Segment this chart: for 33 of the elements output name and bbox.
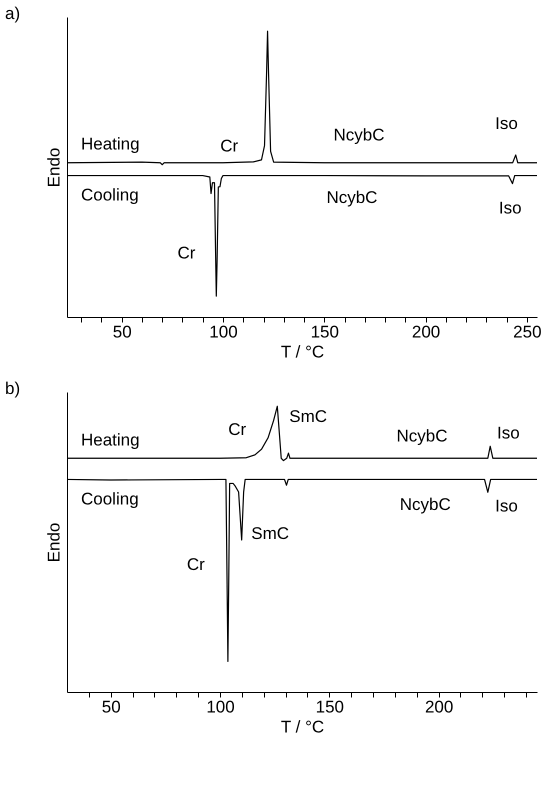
annotation: Iso [495,114,518,133]
x-tick-label: 100 [209,322,238,342]
annotation: Cr [186,555,206,574]
x-axis-title: T / °C [280,718,324,736]
x-tick-label: 200 [412,322,440,342]
annotation: Cr [220,136,238,156]
x-tick-label: 150 [310,322,339,342]
x-tick-label: 150 [316,698,344,716]
series-label: Cooling [81,489,139,508]
series-label: Cooling [81,186,139,205]
y-axis-title: Endo [44,522,64,562]
annotation: Cr [177,243,196,262]
x-tick-label: 200 [424,698,454,716]
annotation: NcybC [326,188,378,207]
x-tick-label: 50 [102,698,121,716]
series-label: Heating [81,430,140,450]
annotation: Iso [497,424,520,443]
chart-title: b) [5,379,20,398]
annotation: Iso [495,496,518,516]
x-tick-label: 50 [112,322,132,342]
annotation: Cr [228,420,246,439]
annotation: Iso [498,198,522,218]
annotation: SmC [251,524,290,544]
x-tick-label: 100 [206,698,235,716]
annotation: SmC [289,406,328,426]
annotation: NcybC [396,426,448,446]
annotation: NcybC [333,126,385,144]
series-label: Heating [81,134,140,154]
annotation: NcybC [400,494,451,514]
x-axis-title: T / °C [280,342,324,362]
y-axis-title: Endo [44,148,64,188]
chart-title: a) [5,4,20,23]
x-tick-label: 250 [513,322,542,342]
